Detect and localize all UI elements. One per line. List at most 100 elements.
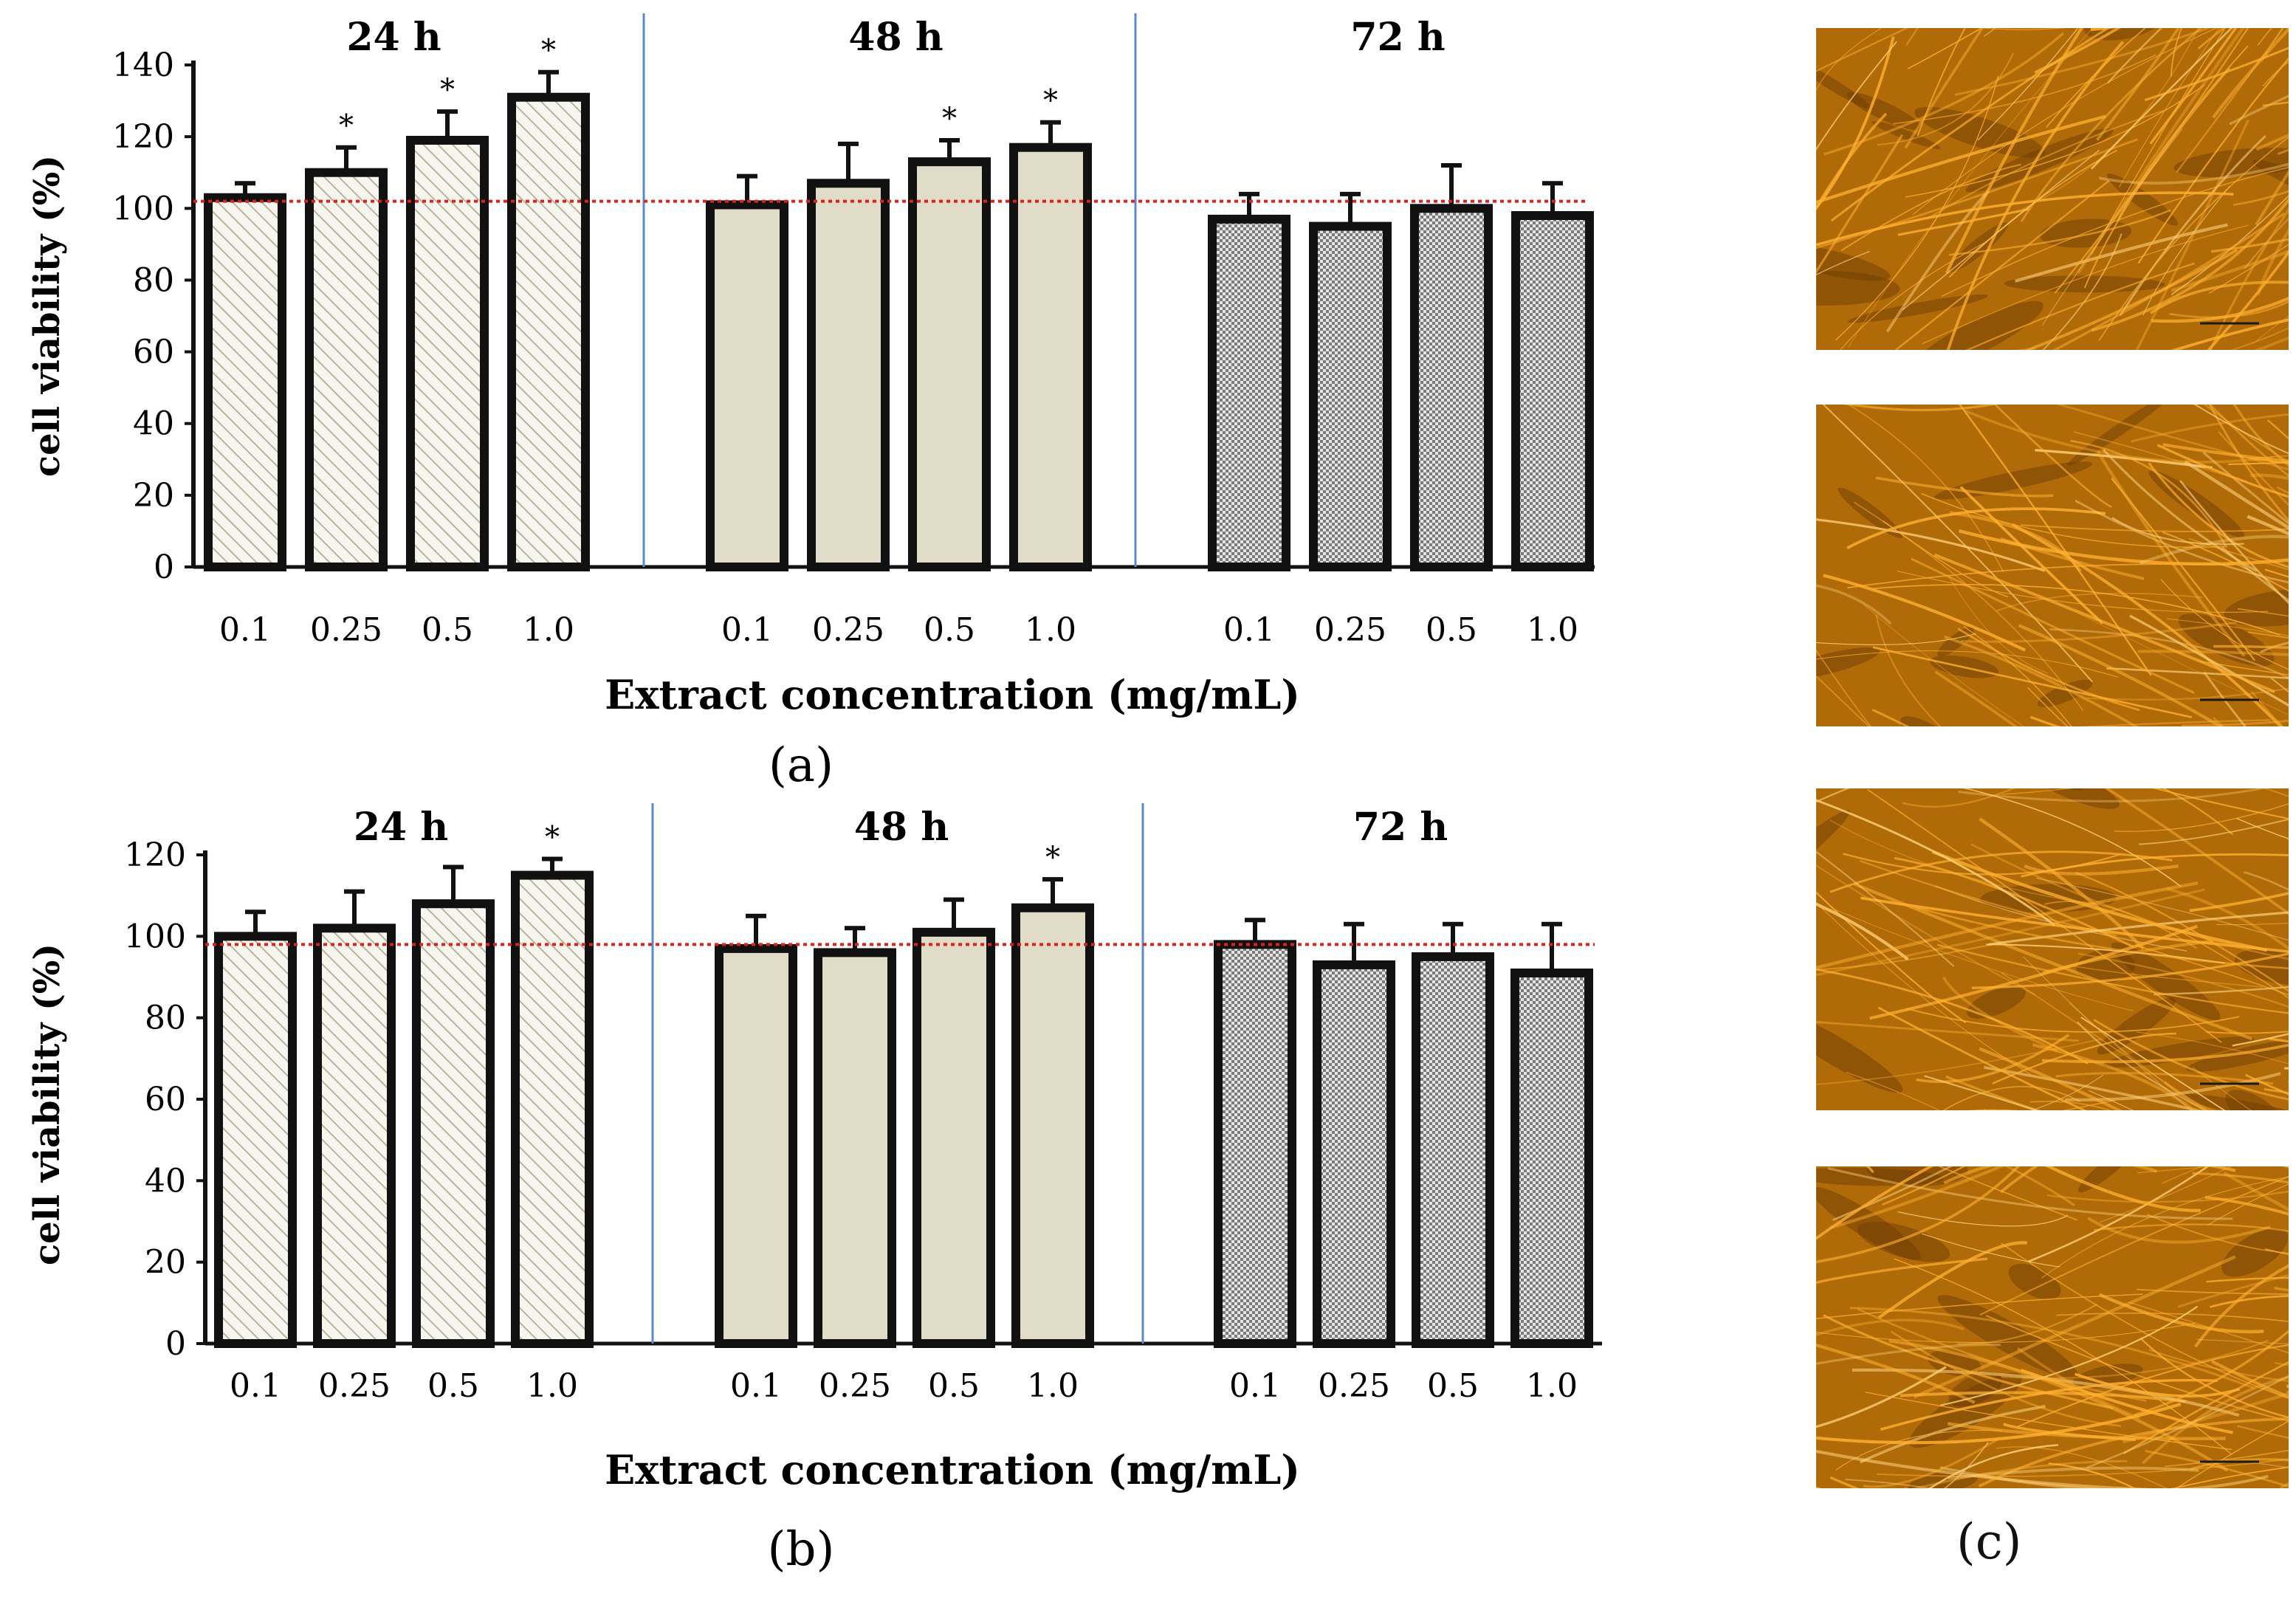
y-tick-label: 0 — [154, 549, 174, 586]
dark-gap — [2221, 1228, 2289, 1277]
fiber — [2001, 972, 2208, 1110]
x-tick-label: 0.5 — [427, 1367, 479, 1405]
fiber — [1938, 1166, 2078, 1221]
fiber — [2167, 618, 2289, 636]
bar — [1208, 214, 1290, 571]
fiber — [2100, 1166, 2232, 1223]
fiber — [1984, 1066, 2203, 1110]
fiber — [2193, 1264, 2289, 1348]
fiber — [1823, 574, 2027, 652]
fiber — [2142, 1375, 2289, 1465]
fiber — [2095, 28, 2181, 141]
bar — [1214, 940, 1296, 1349]
fiber — [1873, 584, 2280, 636]
fiber — [1865, 1392, 2233, 1451]
fiber — [2206, 1276, 2289, 1283]
fiber — [2162, 443, 2289, 463]
fiber — [2002, 788, 2074, 795]
fiber — [1943, 1166, 2158, 1185]
fiber — [2098, 1293, 2264, 1334]
fiber — [1942, 977, 2058, 1053]
panel-label-a: (a) — [769, 738, 833, 793]
fiber — [1816, 191, 2234, 247]
fiber — [1948, 1466, 2199, 1480]
bar — [807, 179, 890, 572]
fiber — [1883, 520, 2009, 598]
dark-gap — [1846, 92, 1922, 131]
fiber — [1978, 1417, 2289, 1488]
fiber — [2024, 248, 2238, 350]
bar — [412, 899, 495, 1348]
fiber — [2207, 250, 2289, 350]
fiber — [1880, 1378, 2218, 1431]
fiber — [2256, 227, 2289, 296]
y-axis-label-a: cell viability (%) — [27, 155, 68, 477]
fiber — [2032, 1043, 2196, 1110]
y-tick-label: 100 — [124, 918, 186, 955]
fiber — [2004, 1166, 2076, 1207]
fiber — [2152, 788, 2289, 819]
x-tick-label: 0.25 — [1318, 1367, 1390, 1405]
fiber — [1942, 1086, 2081, 1110]
fiber — [2228, 461, 2289, 466]
fiber — [1816, 112, 1888, 211]
fiber — [1816, 902, 1909, 960]
fiber — [1965, 262, 2195, 350]
fiber — [1934, 553, 2276, 694]
fiber — [2232, 1033, 2289, 1047]
bar — [406, 136, 489, 571]
fiber — [2056, 405, 2289, 471]
y-tick-label: 60 — [133, 334, 174, 371]
x-axis-label-b: Extract concentration (mg/mL) — [605, 1446, 1300, 1493]
fiber — [2160, 579, 2289, 670]
fiber — [1894, 179, 2110, 350]
fiber — [2170, 28, 2182, 78]
fiber — [2202, 451, 2289, 525]
fiber — [1902, 149, 2100, 311]
micrograph-4 — [1816, 1166, 2289, 1488]
bar — [814, 948, 896, 1348]
x-tick-label: 0.25 — [310, 611, 382, 649]
fiber — [2179, 930, 2289, 1000]
fiber — [1816, 1403, 2182, 1445]
y-tick-label: 0 — [165, 1325, 186, 1363]
x-tick-label: 1.0 — [1025, 611, 1076, 649]
bar — [912, 927, 995, 1348]
fiber — [2192, 1067, 2252, 1110]
fiber — [2250, 473, 2289, 481]
dark-gap — [2031, 788, 2120, 809]
fiber — [1900, 1391, 2186, 1403]
bar — [1009, 142, 1092, 571]
micrograph-2 — [1816, 405, 2289, 726]
fiber — [1893, 54, 2157, 125]
fiber — [1833, 908, 2134, 1012]
y-tick-label: 40 — [145, 1162, 186, 1200]
panel-label-b: (b) — [768, 1522, 835, 1577]
fiber — [2023, 956, 2193, 1110]
fiber — [2252, 315, 2289, 345]
fiber — [2151, 296, 2289, 323]
fiber — [1816, 881, 2199, 970]
dark-gap — [1848, 294, 1988, 323]
fiber — [1939, 1305, 2199, 1406]
y-tick-label: 100 — [112, 190, 174, 227]
significance-mark: * — [942, 102, 957, 136]
y-tick-label: 140 — [112, 47, 174, 84]
fiber — [2070, 439, 2228, 549]
fiber — [2134, 944, 2289, 996]
fiber — [1949, 511, 2082, 573]
fiber — [1829, 1476, 1860, 1488]
fiber — [2149, 28, 2238, 145]
fiber — [2192, 1172, 2289, 1184]
chart-a: 0 20 40 60 80 100 120 140 cell viability (%) 24 h… — [27, 13, 1595, 793]
dark-gap — [2178, 613, 2275, 667]
micrograph-texture — [1816, 788, 2289, 1110]
fiber — [1907, 28, 1983, 69]
fiber — [2046, 1190, 2289, 1203]
fiber — [2065, 1072, 2281, 1101]
fiber — [1905, 84, 2205, 198]
bar — [1313, 960, 1395, 1348]
fiber — [1816, 1257, 1988, 1285]
fiber — [1897, 207, 2030, 236]
fiber — [1948, 575, 2049, 674]
